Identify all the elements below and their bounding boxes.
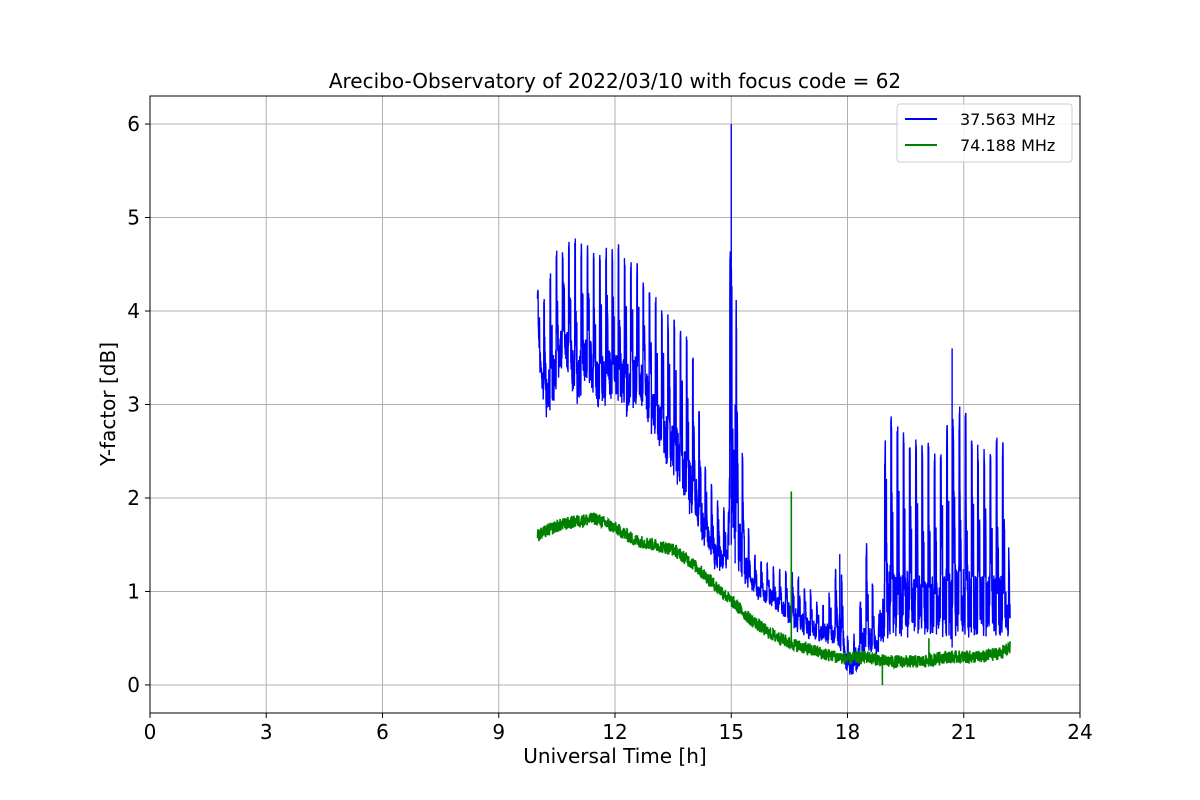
- x-tick-label: 0: [144, 720, 157, 744]
- legend: 37.563 MHz 74.188 MHz: [896, 103, 1073, 163]
- y-tick-label: 5: [127, 206, 140, 230]
- x-axis-label: Universal Time [h]: [523, 744, 706, 768]
- legend-label: 74.188 MHz: [960, 136, 1055, 155]
- x-tick-label: 21: [951, 720, 976, 744]
- y-tick-label: 4: [127, 299, 140, 323]
- y-tick-label: 6: [127, 112, 140, 136]
- chart-title: Arecibo-Observatory of 2022/03/10 with f…: [329, 69, 901, 93]
- x-tick-label: 24: [1067, 720, 1092, 744]
- x-axis: 0 3 6 9 12 15 18 21 24: [144, 713, 1093, 744]
- legend-box: [896, 103, 1073, 163]
- x-tick-label: 18: [835, 720, 860, 744]
- y-axis: 0 1 2 3 4 5 6: [127, 112, 150, 697]
- y-tick-label: 1: [127, 579, 140, 603]
- grid-lines: [149, 96, 1081, 713]
- x-tick-label: 12: [602, 720, 627, 744]
- x-tick-label: 6: [376, 720, 389, 744]
- x-tick-label: 3: [260, 720, 273, 744]
- legend-label: 37.563 MHz: [960, 110, 1055, 129]
- series-line-74-188-mhz: [536, 491, 1011, 685]
- series-layer: [536, 124, 1011, 685]
- x-tick-label: 15: [719, 720, 744, 744]
- y-tick-label: 0: [127, 673, 140, 697]
- x-tick-label: 9: [492, 720, 505, 744]
- y-tick-label: 3: [127, 393, 140, 417]
- y-axis-label: Y-factor [dB]: [96, 342, 120, 467]
- series-line-37-563-mhz: [536, 124, 1011, 675]
- y-tick-label: 2: [127, 486, 140, 510]
